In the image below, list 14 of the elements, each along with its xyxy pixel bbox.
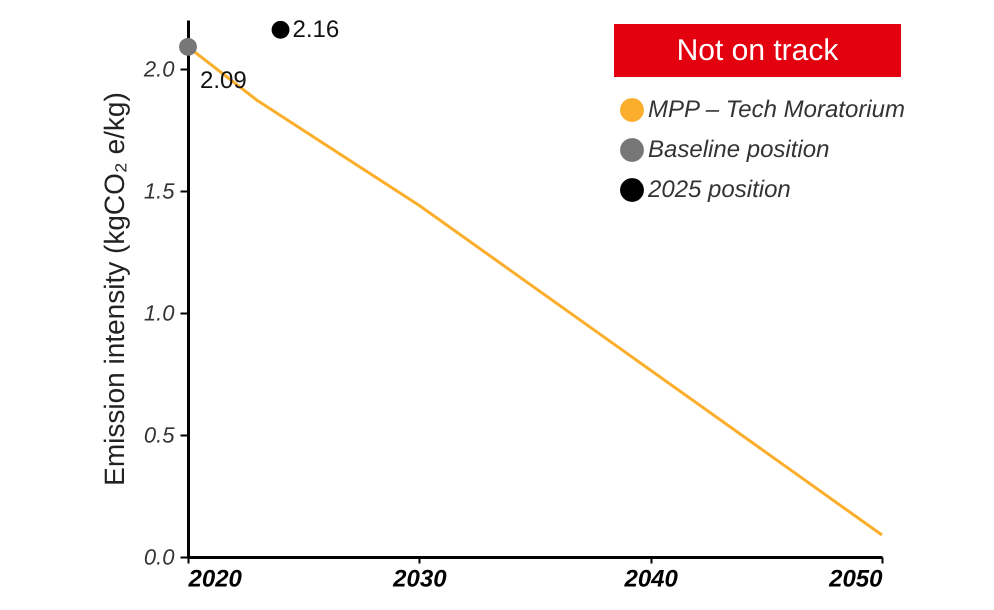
x-tick-label: 2030: [392, 566, 448, 592]
legend-label: 2025 position: [647, 176, 791, 203]
y-axis-title: Emission intensity (kgCO₂ e/kg): [98, 92, 130, 486]
y-tick-label: 0.5: [144, 422, 176, 448]
y-tick-label: 0.0: [144, 544, 176, 570]
legend-label: MPP – Tech Moratorium: [648, 96, 905, 123]
x-tick-label: 2050: [828, 566, 884, 592]
x-tick-label: 2020: [188, 566, 243, 592]
x-tick-label: 2040: [623, 566, 679, 592]
legend-label: Baseline position: [648, 136, 830, 163]
y-tick-label: 1.5: [144, 178, 176, 204]
y-tick-label: 2.0: [142, 56, 176, 82]
data-label: 2.16: [292, 16, 340, 43]
y-tick-label: 1.0: [144, 300, 176, 326]
